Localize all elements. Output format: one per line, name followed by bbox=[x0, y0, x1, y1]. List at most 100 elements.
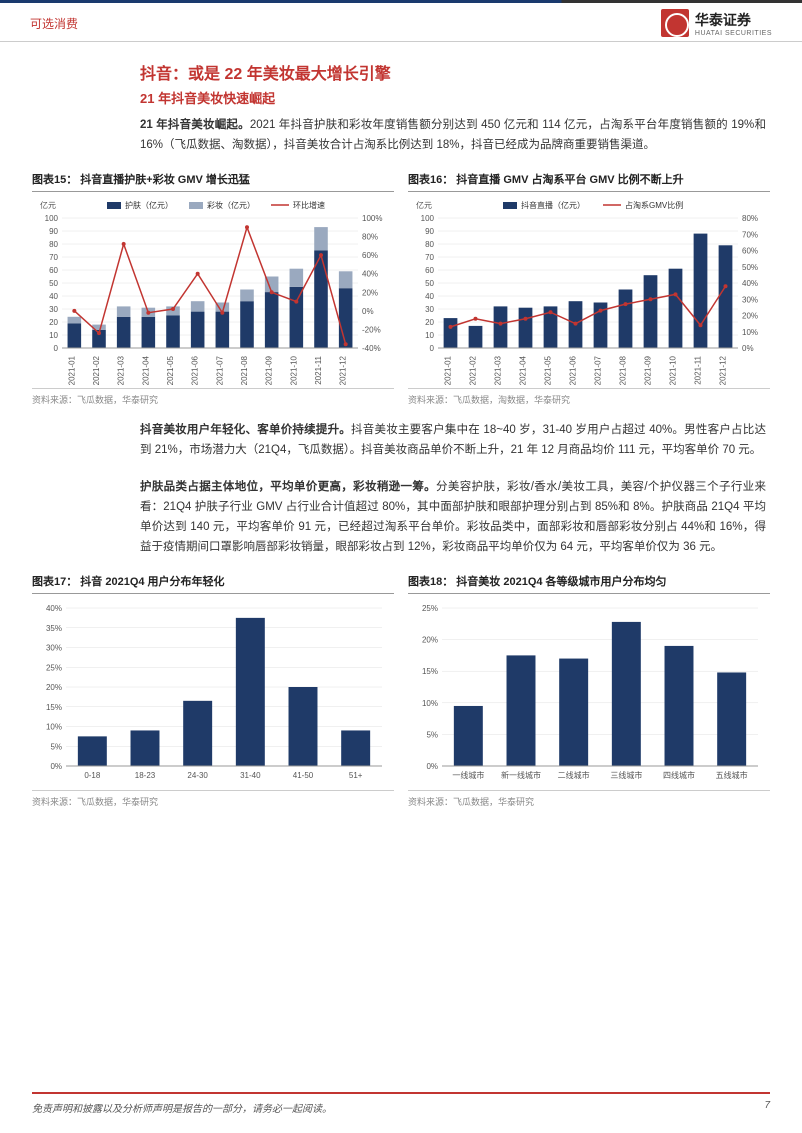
chart-18-title: 图表18： 抖音美妆 2021Q4 各等级城市用户分布均匀 bbox=[408, 573, 770, 591]
svg-text:40%: 40% bbox=[362, 270, 378, 279]
svg-text:五线城市: 五线城市 bbox=[716, 770, 748, 780]
paragraph-3: 护肤品类占据主体地位，平均单价更高，彩妆稍逊一筹。分美容护肤，彩妆/香水/美妆工… bbox=[140, 477, 766, 558]
svg-text:10%: 10% bbox=[742, 328, 758, 337]
svg-text:100: 100 bbox=[421, 214, 435, 223]
svg-text:30: 30 bbox=[425, 305, 434, 314]
svg-text:2021-01: 2021-01 bbox=[67, 356, 76, 386]
svg-text:二线城市: 二线城市 bbox=[558, 770, 590, 780]
svg-text:60: 60 bbox=[49, 266, 58, 275]
header: 可选消费 华泰证券 HUATAI SECURITIES bbox=[0, 3, 802, 42]
chart-17-source: 资料来源：飞瓜数据，华泰研究 bbox=[32, 790, 394, 808]
svg-text:15%: 15% bbox=[422, 667, 438, 676]
svg-text:2021-04: 2021-04 bbox=[141, 356, 150, 386]
svg-text:四线城市: 四线城市 bbox=[663, 770, 695, 780]
chart-row-2: 图表17： 抖音 2021Q4 用户分布年轻化 0%5%10%15%20%25%… bbox=[32, 573, 770, 808]
logo-icon bbox=[661, 9, 689, 37]
svg-text:70: 70 bbox=[425, 253, 434, 262]
disclaimer: 免责声明和披露以及分析师声明是报告的一部分，请务必一起阅读。 bbox=[32, 1100, 332, 1115]
main-title: 抖音：或是 22 年美妆最大增长引擎 bbox=[140, 60, 770, 84]
category-label: 可选消费 bbox=[30, 15, 78, 32]
svg-text:2021-08: 2021-08 bbox=[240, 356, 249, 386]
svg-text:2021-10: 2021-10 bbox=[289, 356, 298, 386]
svg-text:5%: 5% bbox=[50, 742, 62, 751]
svg-text:35%: 35% bbox=[46, 624, 62, 633]
svg-text:抖音直播（亿元）: 抖音直播（亿元） bbox=[521, 200, 585, 210]
svg-text:0: 0 bbox=[430, 344, 435, 353]
brand-en: HUATAI SECURITIES bbox=[695, 30, 772, 37]
brand-cn: 华泰证券 bbox=[695, 10, 772, 30]
svg-text:护肤（亿元）: 护肤（亿元） bbox=[125, 200, 173, 210]
svg-text:-40%: -40% bbox=[362, 344, 381, 353]
p1-bold: 21 年抖音美妆崛起。 bbox=[140, 119, 250, 131]
svg-text:2021-02: 2021-02 bbox=[92, 356, 101, 386]
svg-text:80: 80 bbox=[425, 240, 434, 249]
brand-logo: 华泰证券 HUATAI SECURITIES bbox=[661, 9, 772, 37]
svg-text:2021-03: 2021-03 bbox=[494, 356, 503, 386]
svg-text:2021-03: 2021-03 bbox=[117, 356, 126, 386]
svg-text:50: 50 bbox=[49, 279, 58, 288]
svg-text:18-23: 18-23 bbox=[135, 771, 156, 780]
chart-row-1: 图表15： 抖音直播护肤+彩妆 GMV 增长迅猛 亿元护肤（亿元）彩妆（亿元）环… bbox=[32, 171, 770, 406]
svg-text:三线城市: 三线城市 bbox=[610, 770, 642, 780]
footer: 免责声明和披露以及分析师声明是报告的一部分，请务必一起阅读。 7 bbox=[32, 1092, 770, 1115]
svg-text:51+: 51+ bbox=[349, 771, 363, 780]
svg-text:30%: 30% bbox=[742, 296, 758, 305]
svg-text:31-40: 31-40 bbox=[240, 771, 261, 780]
svg-text:80%: 80% bbox=[362, 233, 378, 242]
p3-bold: 护肤品类占据主体地位，平均单价更高，彩妆稍逊一筹。 bbox=[140, 481, 436, 493]
svg-text:2021-11: 2021-11 bbox=[694, 356, 703, 385]
svg-text:2021-10: 2021-10 bbox=[669, 356, 678, 386]
svg-text:-20%: -20% bbox=[362, 326, 381, 335]
svg-text:2021-06: 2021-06 bbox=[191, 356, 200, 386]
svg-text:25%: 25% bbox=[422, 604, 438, 613]
svg-text:一线城市: 一线城市 bbox=[452, 770, 484, 780]
svg-text:80: 80 bbox=[49, 240, 58, 249]
svg-text:2021-12: 2021-12 bbox=[719, 356, 728, 386]
svg-text:2021-09: 2021-09 bbox=[265, 356, 274, 386]
svg-text:5%: 5% bbox=[426, 730, 438, 739]
chart-17: 图表17： 抖音 2021Q4 用户分布年轻化 0%5%10%15%20%25%… bbox=[32, 573, 394, 808]
svg-text:环比增速: 环比增速 bbox=[293, 200, 325, 210]
chart-15: 图表15： 抖音直播护肤+彩妆 GMV 增长迅猛 亿元护肤（亿元）彩妆（亿元）环… bbox=[32, 171, 394, 406]
svg-text:20%: 20% bbox=[742, 312, 758, 321]
svg-text:0%: 0% bbox=[362, 307, 374, 316]
svg-text:2021-05: 2021-05 bbox=[544, 356, 553, 386]
svg-text:60%: 60% bbox=[742, 247, 758, 256]
chart-16: 图表16： 抖音直播 GMV 占淘系平台 GMV 比例不断上升 亿元抖音直播（亿… bbox=[408, 171, 770, 406]
svg-text:10%: 10% bbox=[46, 723, 62, 732]
svg-text:90: 90 bbox=[49, 227, 58, 236]
svg-text:0%: 0% bbox=[742, 344, 754, 353]
svg-text:50: 50 bbox=[425, 279, 434, 288]
svg-text:40%: 40% bbox=[46, 604, 62, 613]
svg-text:2021-12: 2021-12 bbox=[339, 356, 348, 386]
svg-text:25%: 25% bbox=[46, 663, 62, 672]
svg-text:0: 0 bbox=[54, 344, 59, 353]
chart-18: 图表18： 抖音美妆 2021Q4 各等级城市用户分布均匀 0%5%10%15%… bbox=[408, 573, 770, 808]
svg-text:20%: 20% bbox=[46, 683, 62, 692]
chart-15-source: 资料来源：飞瓜数据，华泰研究 bbox=[32, 388, 394, 406]
svg-text:2021-08: 2021-08 bbox=[619, 356, 628, 386]
svg-text:2021-05: 2021-05 bbox=[166, 356, 175, 386]
svg-text:2021-04: 2021-04 bbox=[519, 356, 528, 386]
svg-text:2021-06: 2021-06 bbox=[569, 356, 578, 386]
svg-text:2021-07: 2021-07 bbox=[594, 356, 603, 386]
svg-text:10: 10 bbox=[49, 331, 58, 340]
svg-text:41-50: 41-50 bbox=[293, 771, 314, 780]
p2-bold: 抖音美妆用户年轻化、客单价持续提升。 bbox=[140, 424, 351, 436]
chart-16-source: 资料来源：飞瓜数据，淘数据，华泰研究 bbox=[408, 388, 770, 406]
svg-text:60%: 60% bbox=[362, 251, 378, 260]
content: 抖音：或是 22 年美妆最大增长引擎 21 年抖音美妆快速崛起 21 年抖音美妆… bbox=[0, 42, 802, 808]
svg-text:70: 70 bbox=[49, 253, 58, 262]
chart-18-source: 资料来源：飞瓜数据，华泰研究 bbox=[408, 790, 770, 808]
svg-text:15%: 15% bbox=[46, 703, 62, 712]
svg-text:2021-09: 2021-09 bbox=[644, 356, 653, 386]
svg-text:20%: 20% bbox=[422, 636, 438, 645]
svg-text:30%: 30% bbox=[46, 644, 62, 653]
svg-text:24-30: 24-30 bbox=[187, 771, 208, 780]
svg-text:40%: 40% bbox=[742, 279, 758, 288]
svg-text:30: 30 bbox=[49, 305, 58, 314]
svg-text:彩妆（亿元）: 彩妆（亿元） bbox=[207, 200, 255, 210]
svg-text:10: 10 bbox=[425, 331, 434, 340]
svg-text:亿元: 亿元 bbox=[416, 200, 432, 210]
svg-text:40: 40 bbox=[425, 292, 434, 301]
